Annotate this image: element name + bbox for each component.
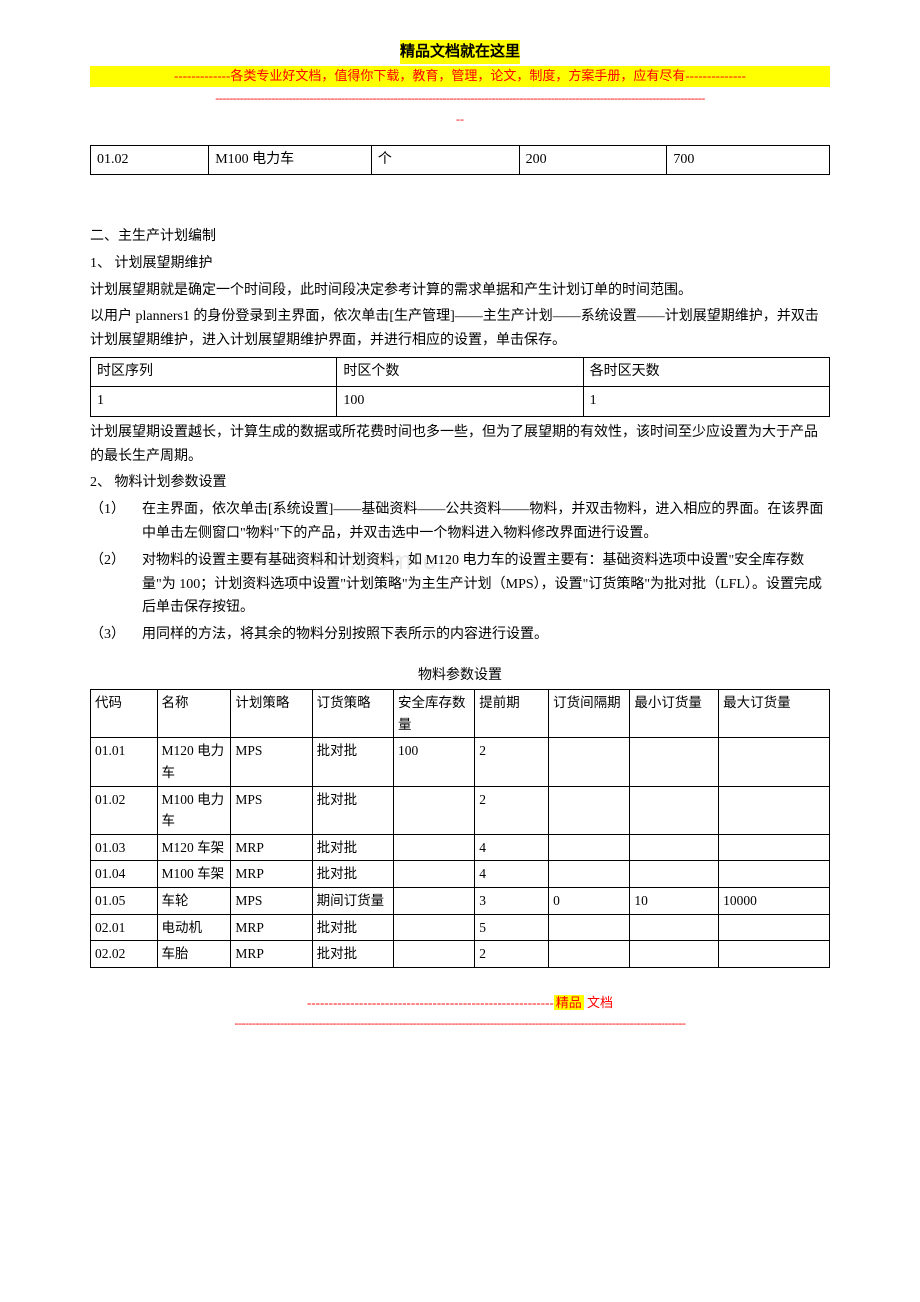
paragraph: 计划展望期设置越长，计算生成的数据或所花费时间也多一些，但为了展望期的有效性，该…: [90, 421, 830, 469]
table-row: 02.02 车胎 MRP 批对批 2: [91, 941, 830, 968]
table-row: 01.02 M100 电力车 MPS 批对批 2: [91, 786, 830, 834]
item-1-title: 1、 计划展望期维护: [90, 252, 830, 276]
table3-title: 物料参数设置: [90, 665, 830, 687]
footer: ----------------------------------------…: [90, 993, 830, 1033]
table-material-params: 代码 名称 计划策略 订货策略 安全库存数量 提前期 订货间隔期 最小订货量 最…: [90, 689, 830, 968]
table-row: 01.05 车轮 MPS 期间订货量 3 0 10 10000: [91, 888, 830, 915]
paragraph: 计划展望期就是确定一个时间段，此时间段决定参考计算的需求单据和产生计划订单的时间…: [90, 279, 830, 303]
table-row: 1 100 1: [91, 387, 830, 416]
list-item-1: （1）在主界面，依次单击[系统设置]——基础资料——公共资料——物料，并双击物料…: [90, 498, 830, 546]
table-row: 01.03 M120 车架 MRP 批对批 4: [91, 834, 830, 861]
header-subtitle: -------------各类专业好文档，值得你下载，教育，管理，论文，制度，方…: [90, 66, 830, 87]
table-row: 01.01 M120 电力车 MPS 批对批 100 2: [91, 738, 830, 786]
header-title: 精品文档就在这里: [400, 40, 520, 64]
section-2-title: 二、主生产计划编制: [90, 225, 830, 249]
table-row: 时区序列 时区个数 各时区天数: [91, 357, 830, 386]
paragraph: 以用户 planners1 的身份登录到主界面，依次单击[生产管理]——主生产计…: [90, 305, 830, 353]
table-row: 02.01 电动机 MRP 批对批 5: [91, 914, 830, 941]
table-row: 01.02 M100 电力车 个 200 700: [91, 145, 830, 174]
item-2-title: 2、 物料计划参数设置: [90, 471, 830, 495]
header-divider: ----------------------------------------…: [90, 89, 830, 108]
table-item-row: 01.02 M100 电力车 个 200 700: [90, 145, 830, 175]
list-item-3: （3）用同样的方法，将其余的物料分别按照下表所示的内容进行设置。: [90, 623, 830, 647]
table-header-row: 代码 名称 计划策略 订货策略 安全库存数量 提前期 订货间隔期 最小订货量 最…: [91, 690, 830, 738]
table-row: 01.04 M100 车架 MRP 批对批 4: [91, 861, 830, 888]
header-divider-2: --: [90, 110, 830, 129]
table-time-zone: 时区序列 时区个数 各时区天数 1 100 1: [90, 357, 830, 417]
list-item-2: （2）对物料的设置主要有基础资料和计划资料，如 M120 电力车的设置主要有：基…: [90, 549, 830, 620]
